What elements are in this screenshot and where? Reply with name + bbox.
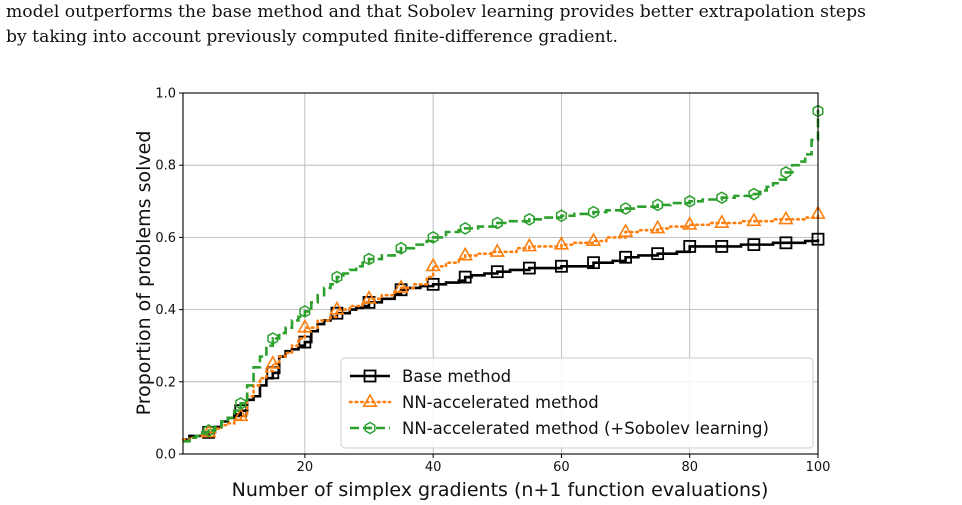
x-tick-label: 40 [425,460,442,475]
series-marker [329,300,345,315]
series-marker [491,216,503,230]
series-marker [747,238,761,252]
x-tick-label: 80 [681,460,698,475]
x-tick-label: 60 [553,460,570,475]
series-marker [652,198,664,212]
series-marker [299,305,311,318]
body-paragraph: model outperforms the base method and th… [6,0,956,50]
legend-box [340,357,814,449]
series-marker [459,222,471,235]
series-marker [587,205,600,219]
series-marker [361,290,377,304]
legend-entry: Base method [350,367,511,386]
x-axis-label: Number of simplex gradients (n+1 functio… [232,479,769,501]
y-tick-label: 0.0 [155,448,176,463]
series-marker [620,202,632,215]
series-marker [235,397,247,410]
series-marker [651,247,665,261]
paragraph-line-1: model outperforms the base method and th… [6,2,866,22]
series-marker [716,191,728,205]
legend-label: NN-accelerated method [402,393,599,412]
series-marker [425,257,441,272]
series-layer [181,104,826,443]
legend-entry: NN-accelerated method (+Sobolev learning… [350,419,769,438]
y-tick-label: 0.4 [155,303,176,318]
series-marker [395,241,407,255]
y-tick-label: 0.6 [155,231,176,246]
x-tick-label: 100 [806,460,831,475]
legend-label: NN-accelerated method (+Sobolev learning… [402,419,769,438]
series-marker [779,236,793,250]
series-marker [457,246,473,261]
legend-marker [363,369,377,383]
series-marker [780,166,792,179]
series-line [183,111,820,443]
series-marker [617,223,634,237]
series-marker [267,332,279,345]
series-marker [331,270,343,284]
series-marker [203,424,215,437]
legend-label: Base method [402,367,511,386]
series-marker [555,259,568,273]
axis-ticks: 20 40 60 80 100 0.0 0.2 0.4 0.6 0.8 1.0 [155,87,830,476]
y-tick-label: 0.8 [155,159,176,174]
series-marker [553,235,570,250]
series-marker [489,243,505,257]
series-marker [363,252,375,266]
series-marker [746,212,762,227]
plot-frame [182,92,819,455]
series-marker [682,216,698,230]
series-marker [555,209,567,223]
series-marker [684,194,696,208]
legend-marker [362,393,378,408]
y-tick-label: 0.2 [155,375,176,390]
y-tick-label: 1.0 [155,87,176,102]
series-marker [265,355,281,369]
paragraph-line-2: by taking into account previously comput… [6,27,618,47]
series-marker [649,219,666,234]
series-marker [748,187,760,201]
series-3 [183,104,824,443]
series-marker [714,214,730,228]
series-marker [778,210,794,225]
series-marker [585,232,602,247]
series-marker [715,240,729,253]
series-marker [393,279,409,293]
series-marker [522,261,536,275]
series-marker [523,212,535,226]
series-marker [490,265,504,279]
series-marker [427,231,439,244]
series-marker [587,256,600,270]
series-marker [297,319,313,333]
series-marker [521,237,538,252]
x-tick-label: 20 [297,460,314,475]
series-marker [233,407,249,422]
series-marker [619,250,632,264]
series-marker [683,240,697,253]
y-axis-label: Proportion of problems solved [133,131,155,416]
legend-marker [364,421,376,435]
series-2 [181,205,826,441]
legend-entry: NN-accelerated method [348,393,599,412]
series-marker [458,270,472,284]
legend: Base method NN-accelerated method NN-accel… [340,357,814,449]
